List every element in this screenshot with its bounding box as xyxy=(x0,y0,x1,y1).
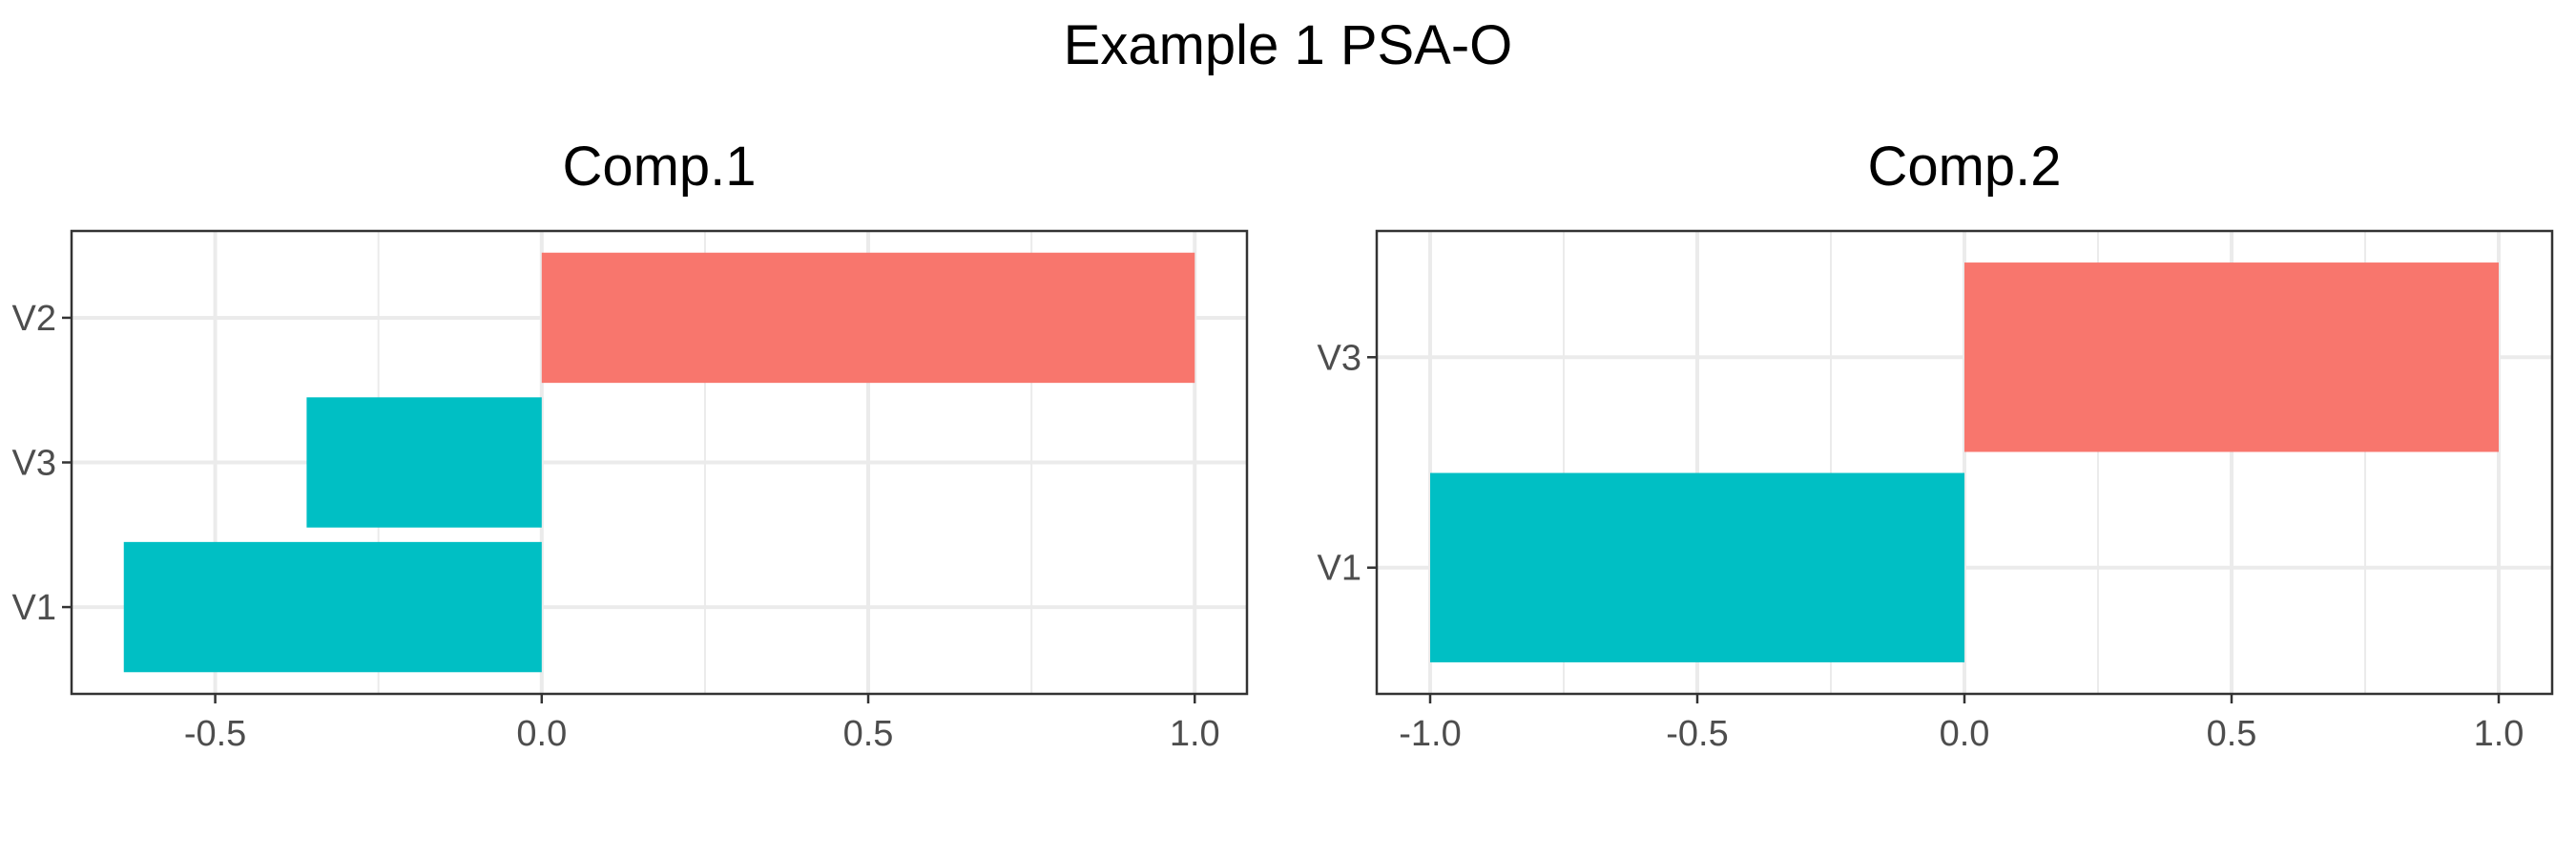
chart-title: Example 1 PSA-O xyxy=(1063,14,1513,76)
x-tick-label: 1.0 xyxy=(2474,714,2524,754)
bar-v3 xyxy=(306,397,542,528)
panel-title: Comp.1 xyxy=(562,136,756,198)
bar-v2 xyxy=(541,252,1195,384)
x-tick-label: 0.5 xyxy=(2207,714,2257,754)
bar-v1 xyxy=(1430,472,1964,662)
x-tick-label: -0.5 xyxy=(1666,714,1728,754)
y-tick-label: V3 xyxy=(12,444,56,484)
x-tick-label: -1.0 xyxy=(1399,714,1461,754)
x-tick-label: 0.0 xyxy=(1940,714,1990,754)
x-tick-label: -0.5 xyxy=(184,714,246,754)
panel-title: Comp.2 xyxy=(1867,136,2061,198)
y-tick-label: V3 xyxy=(1318,338,1361,378)
x-tick-label: 0.0 xyxy=(516,714,567,754)
x-tick-label: 0.5 xyxy=(843,714,894,754)
y-tick-label: V2 xyxy=(12,299,56,339)
y-tick-label: V1 xyxy=(12,588,56,628)
y-tick-label: V1 xyxy=(1318,549,1361,589)
bar-v3 xyxy=(1964,262,2499,452)
x-tick-label: 1.0 xyxy=(1170,714,1220,754)
bar-v1 xyxy=(123,541,542,673)
